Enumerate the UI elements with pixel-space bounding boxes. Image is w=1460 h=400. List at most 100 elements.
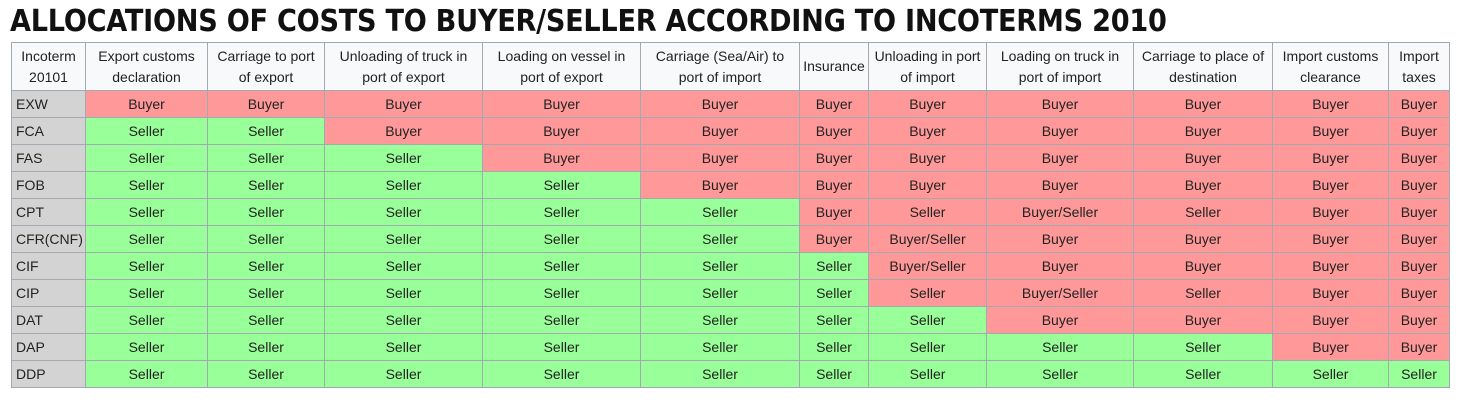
incoterm-cell: FAS [11, 144, 86, 172]
responsibility-cell: Buyer [986, 90, 1134, 118]
responsibility-cell: Seller [868, 360, 987, 388]
responsibility-cell: Buyer [1272, 198, 1389, 226]
header-cell-export-customs: Export customs declaration [85, 42, 208, 91]
table-body: EXW Buyer Buyer Buyer Buyer Buyer Buyer Buyer Bu… [11, 90, 1450, 388]
responsibility-cell: Seller [868, 306, 987, 334]
responsibility-cell: Buyer [1388, 90, 1450, 118]
header-cell-loading-truck-import: Loading on truck in port of import [986, 42, 1134, 91]
table-header: Incoterm 20101 Export customs declaratio… [11, 42, 1450, 91]
responsibility-cell: Seller [85, 144, 208, 172]
responsibility-cell: Buyer [1133, 306, 1273, 334]
responsibility-cell: Seller [207, 171, 325, 199]
responsibility-cell: Seller [640, 360, 800, 388]
responsibility-cell: Buyer [207, 90, 325, 118]
page-title: ALLOCATIONS OF COSTS TO BUYER/SELLER ACC… [10, 4, 1167, 39]
responsibility-cell: Seller [324, 198, 483, 226]
responsibility-cell: Seller [799, 279, 869, 307]
responsibility-cell: Seller [85, 117, 208, 145]
incoterm-cell: CIP [11, 279, 86, 307]
responsibility-cell: Buyer [799, 198, 869, 226]
table-row: DAP Seller Seller Seller Seller Seller Seller S… [11, 333, 1450, 361]
responsibility-cell: Buyer [799, 117, 869, 145]
responsibility-cell: Buyer [986, 225, 1134, 253]
responsibility-cell: Buyer [1388, 117, 1450, 145]
responsibility-cell: Seller [799, 252, 869, 280]
incoterm-cell: EXW [11, 90, 86, 118]
table-row: CFR(CNF) Seller Seller Seller Seller Seller Bu… [11, 225, 1450, 253]
responsibility-cell: Buyer [986, 171, 1134, 199]
incoterm-cell: DDP [11, 360, 86, 388]
responsibility-cell: Buyer/Seller [986, 279, 1134, 307]
incoterm-cell: DAT [11, 306, 86, 334]
responsibility-cell: Seller [1388, 360, 1450, 388]
table-row: DDP Seller Seller Seller Seller Seller Seller S… [11, 360, 1450, 388]
table-row: FAS Seller Seller Seller Buyer Buyer Buyer Buye… [11, 144, 1450, 172]
header-cell-import-customs: Import customs clearance [1272, 42, 1389, 91]
header-row: Incoterm 20101 Export customs declaratio… [11, 42, 1450, 91]
responsibility-cell: Buyer/Seller [868, 252, 987, 280]
responsibility-cell: Buyer [1272, 252, 1389, 280]
table-row: FOB Seller Seller Seller Seller Buyer Buyer Buy… [11, 171, 1450, 199]
incoterm-cell: FOB [11, 171, 86, 199]
responsibility-cell: Buyer [1272, 117, 1389, 145]
responsibility-cell: Seller [207, 198, 325, 226]
responsibility-cell: Seller [324, 252, 483, 280]
responsibility-cell: Buyer [799, 90, 869, 118]
header-cell-insurance: Insurance [799, 42, 869, 91]
responsibility-cell: Seller [324, 333, 483, 361]
responsibility-cell: Seller [482, 306, 641, 334]
responsibility-cell: Buyer [799, 144, 869, 172]
table-row: FCA Seller Seller Buyer Buyer Buyer Buyer Buyer… [11, 117, 1450, 145]
responsibility-cell: Seller [1272, 360, 1389, 388]
responsibility-cell: Seller [1133, 360, 1273, 388]
responsibility-cell: Seller [324, 171, 483, 199]
responsibility-cell: Buyer [1272, 333, 1389, 361]
responsibility-cell: Seller [482, 333, 641, 361]
responsibility-cell: Seller [868, 198, 987, 226]
responsibility-cell: Seller [640, 279, 800, 307]
responsibility-cell: Seller [207, 333, 325, 361]
header-cell-unloading-truck-export: Unloading of truck in port of export [324, 42, 483, 91]
header-cell-carriage-sea-air: Carriage (Sea/Air) to port of import [640, 42, 800, 91]
responsibility-cell: Seller [207, 279, 325, 307]
header-cell-import-taxes: Import taxes [1388, 42, 1450, 91]
responsibility-cell: Buyer [868, 117, 987, 145]
responsibility-cell: Buyer [1272, 144, 1389, 172]
responsibility-cell: Buyer [1388, 171, 1450, 199]
responsibility-cell: Buyer [324, 90, 483, 118]
responsibility-cell: Buyer [85, 90, 208, 118]
responsibility-cell: Seller [868, 279, 987, 307]
responsibility-cell: Seller [207, 252, 325, 280]
responsibility-cell: Seller [1133, 333, 1273, 361]
responsibility-cell: Buyer [1388, 333, 1450, 361]
responsibility-cell: Seller [324, 360, 483, 388]
incoterm-cell: DAP [11, 333, 86, 361]
responsibility-cell: Buyer [640, 171, 800, 199]
responsibility-cell: Seller [207, 225, 325, 253]
responsibility-cell: Buyer [868, 144, 987, 172]
table-row: EXW Buyer Buyer Buyer Buyer Buyer Buyer Buyer Bu… [11, 90, 1450, 118]
responsibility-cell: Buyer [482, 90, 641, 118]
header-cell-carriage-to-port: Carriage to port of export [207, 42, 325, 91]
responsibility-cell: Seller [207, 144, 325, 172]
responsibility-cell: Seller [85, 171, 208, 199]
incoterm-cell: CFR(CNF) [11, 225, 86, 253]
responsibility-cell: Seller [799, 306, 869, 334]
responsibility-cell: Buyer [986, 117, 1134, 145]
responsibility-cell: Seller [1133, 279, 1273, 307]
responsibility-cell: Buyer [1388, 252, 1450, 280]
responsibility-cell: Buyer [799, 171, 869, 199]
responsibility-cell: Buyer [1133, 90, 1273, 118]
responsibility-cell: Buyer [640, 117, 800, 145]
responsibility-cell: Seller [1133, 198, 1273, 226]
header-cell-carriage-destination: Carriage to place of destination [1133, 42, 1273, 91]
responsibility-cell: Seller [799, 360, 869, 388]
incoterm-cell: CPT [11, 198, 86, 226]
responsibility-cell: Seller [324, 225, 483, 253]
responsibility-cell: Buyer [799, 225, 869, 253]
table-row: CIP Seller Seller Seller Seller Seller Seller S… [11, 279, 1450, 307]
responsibility-cell: Buyer [1388, 279, 1450, 307]
responsibility-cell: Seller [207, 360, 325, 388]
responsibility-cell: Seller [85, 279, 208, 307]
header-cell-unloading-port-import: Unloading in port of import [868, 42, 987, 91]
